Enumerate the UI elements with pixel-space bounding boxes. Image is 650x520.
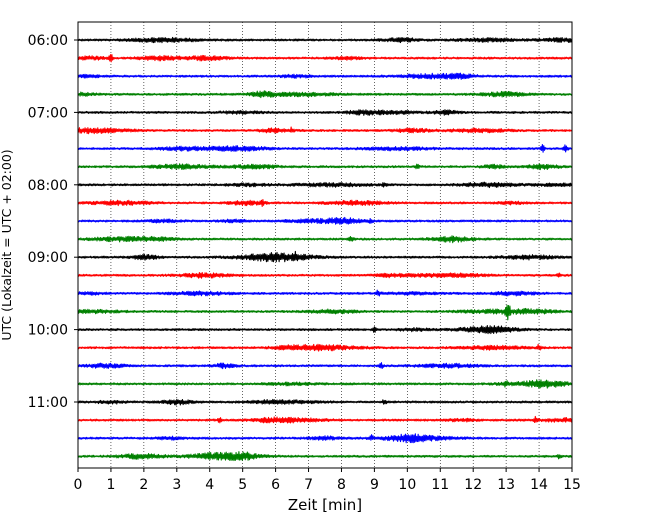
trace-0730: [77, 144, 573, 153]
trace-0615: [77, 53, 573, 63]
x-tick-label-12: 12: [464, 477, 482, 493]
trace-0800: [77, 181, 573, 189]
x-tick-label-15: 15: [563, 477, 581, 493]
x-tick-label-1: 1: [106, 477, 115, 493]
x-tick-label-5: 5: [238, 477, 247, 493]
trace-0645: [77, 90, 573, 99]
plot-frame: [77, 21, 573, 469]
trace-0630: [77, 72, 573, 80]
x-axis-ticks: 0 1 2 3 4 5 6 7 8 9 10 11 12 13 14 15: [74, 468, 581, 493]
trace-0915: [77, 271, 573, 279]
x-tick-label-14: 14: [530, 477, 548, 493]
trace-1100: [77, 398, 573, 406]
trace-0845: [77, 235, 573, 244]
x-tick-label-3: 3: [172, 477, 181, 493]
x-tick-label-8: 8: [337, 477, 346, 493]
trace-0930: [77, 289, 573, 297]
y-tick-label-0: 06:00: [28, 33, 68, 49]
trace-0830: [77, 216, 573, 225]
x-tick-label-0: 0: [74, 477, 83, 493]
trace-1145: [77, 451, 573, 462]
trace-1115: [77, 415, 573, 424]
trace-1045: [77, 379, 573, 389]
x-tick-label-7: 7: [304, 477, 313, 493]
y-tick-label-4: 10:00: [28, 323, 68, 339]
y-tick-label-3: 09:00: [28, 250, 68, 266]
grid-lines: [110, 22, 540, 468]
x-axis-label: Zeit [min]: [288, 496, 362, 514]
x-tick-label-4: 4: [205, 477, 214, 493]
trace-0700: [77, 109, 573, 116]
y-axis-ticks: 06:00 07:00 08:00 09:00 10:00 11:00: [28, 33, 78, 411]
x-tick-label-9: 9: [370, 477, 379, 493]
trace-0600: [77, 36, 573, 44]
trace-0815: [77, 198, 573, 207]
seismogram-traces: [77, 36, 573, 462]
x-tick-label-10: 10: [398, 477, 416, 493]
trace-1030: [77, 362, 573, 370]
x-tick-label-2: 2: [139, 477, 148, 493]
y-tick-label-2: 08:00: [28, 178, 68, 194]
x-tick-label-6: 6: [271, 477, 280, 493]
trace-0715: [77, 126, 573, 135]
y-axis-label: UTC (Lokalzeit = UTC + 02:00): [0, 149, 14, 340]
x-tick-label-11: 11: [431, 477, 449, 493]
trace-1130: [77, 433, 573, 444]
trace-1015: [77, 343, 573, 352]
trace-0900: [77, 250, 573, 263]
trace-0945: [77, 304, 573, 321]
trace-1000: [77, 325, 573, 335]
trace-0745: [77, 163, 573, 171]
y-tick-label-1: 07:00: [28, 105, 68, 121]
y-tick-label-5: 11:00: [28, 395, 68, 411]
x-tick-label-13: 13: [497, 477, 515, 493]
